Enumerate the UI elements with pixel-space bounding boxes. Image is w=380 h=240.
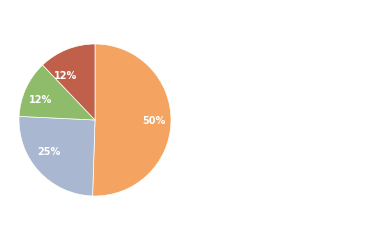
Text: 12%: 12% — [54, 71, 78, 81]
Wedge shape — [43, 44, 95, 120]
Text: 50%: 50% — [142, 116, 165, 126]
Wedge shape — [19, 116, 95, 196]
Legend: Canadian Centre for DNA
Barcoding [4], Canadian National Collection
of Insects, : Canadian Centre for DNA Barcoding [4], C… — [195, 74, 349, 166]
Text: 25%: 25% — [37, 147, 60, 157]
Wedge shape — [93, 44, 171, 196]
Wedge shape — [19, 65, 95, 120]
Text: 12%: 12% — [29, 96, 52, 105]
